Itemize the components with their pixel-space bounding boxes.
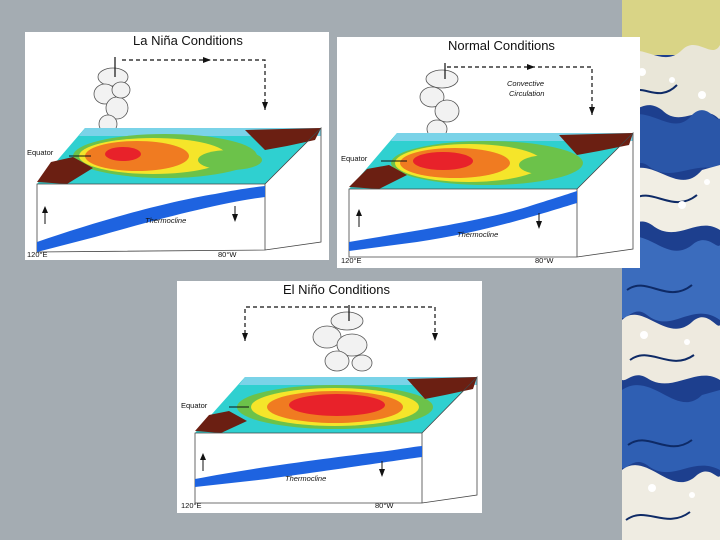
el-nino-title: El Niño Conditions	[283, 282, 390, 297]
normal-equator-label: Equator	[341, 154, 368, 163]
la-nina-lon-right: 80°W	[218, 250, 237, 259]
normal-panel: Normal Conditions Convective Circulation…	[337, 37, 640, 268]
el-nino-thermocline-label: Thermocline	[285, 474, 327, 483]
la-nina-lon-left: 120°E	[27, 250, 48, 259]
el-nino-panel: El Niño Conditions Equator Thermocline 1…	[177, 281, 482, 513]
el-nino-equator-label: Equator	[181, 401, 208, 410]
la-nina-panel: La Niña Conditions Equator Thermocline 1…	[25, 32, 329, 260]
la-nina-title: La Niña Conditions	[133, 33, 243, 48]
el-nino-diagram	[194, 305, 478, 504]
la-nina-equator-label: Equator	[27, 148, 54, 157]
normal-circulation-line1: Convective	[507, 79, 545, 88]
la-nina-thermocline-label: Thermocline	[145, 216, 187, 225]
normal-lon-right: 80°W	[535, 256, 554, 265]
la-nina-diagram	[36, 57, 322, 253]
normal-lon-left: 120°E	[341, 256, 362, 265]
normal-diagram	[348, 63, 634, 258]
el-nino-lon-left: 120°E	[181, 501, 202, 510]
normal-thermocline-label: Thermocline	[457, 230, 499, 239]
normal-title: Normal Conditions	[448, 38, 555, 53]
normal-circulation-line2: Circulation	[509, 89, 545, 98]
el-nino-lon-right: 80°W	[375, 501, 394, 510]
wave-artwork	[622, 0, 720, 540]
